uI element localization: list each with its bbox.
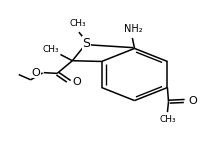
Text: O: O [188, 96, 197, 106]
Text: CH₃: CH₃ [42, 45, 59, 54]
Text: CH₃: CH₃ [159, 115, 176, 124]
Text: O: O [72, 77, 81, 87]
Text: NH₂: NH₂ [124, 24, 143, 34]
Text: O: O [31, 68, 40, 78]
Text: CH₃: CH₃ [69, 19, 86, 28]
Text: S: S [82, 37, 90, 50]
